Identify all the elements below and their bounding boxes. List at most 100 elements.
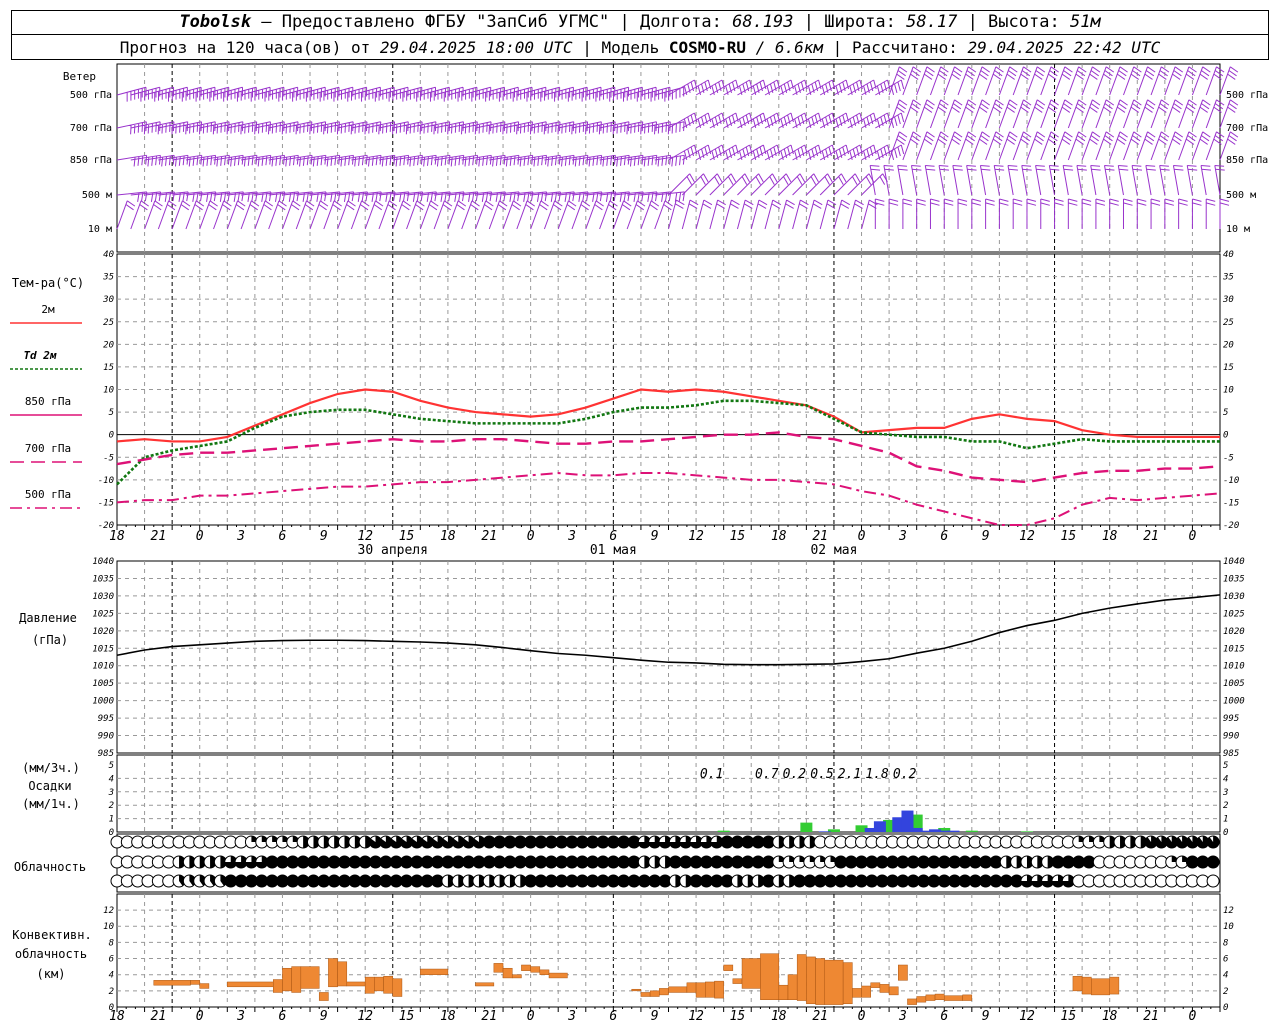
cloud-fill-full [938, 856, 951, 868]
conv-cloud-bar [502, 967, 513, 979]
cloud-fill-part [778, 836, 785, 848]
cloud-cover-symbol [865, 855, 879, 869]
cloud-cover-symbol [482, 835, 496, 849]
y-tick-label-left: 1005 [92, 679, 114, 689]
wind-barb [627, 86, 657, 102]
wind-barbs [116, 66, 1239, 230]
hour-tick-label: 3 [898, 1009, 907, 1024]
cloud-cover-symbol [555, 835, 569, 849]
y-tick-label-right: -10 [1223, 476, 1239, 486]
cloud-fill-full [576, 856, 589, 868]
hour-tick-label: 9 [320, 1009, 328, 1024]
precip-total-label: 0.7 [755, 767, 779, 782]
temp-series-line [116, 399, 1220, 486]
wind-barb [1026, 198, 1037, 229]
hour-tick-label: 0 [527, 1009, 535, 1024]
wind-barb [1123, 66, 1142, 96]
cloud-fill-part [220, 856, 227, 868]
wind-barb [612, 200, 632, 230]
wind-barb [709, 79, 739, 96]
cloud-fill-full [896, 875, 909, 887]
cloud-cover-symbol [617, 855, 631, 869]
wind-barb [640, 121, 671, 135]
y-tick-label-left: 1035 [92, 574, 114, 584]
cloud-cover-symbol [772, 835, 786, 849]
cloud-fill-full [752, 836, 765, 848]
cloud-cover-symbol [937, 855, 951, 869]
hour-tick-label: 6 [279, 1009, 287, 1024]
wind-barb [130, 200, 149, 230]
wind-barb [461, 121, 492, 135]
wind-barb [226, 200, 246, 230]
wind-barb [938, 164, 950, 196]
wind-barb [406, 200, 425, 230]
cloud-cover-symbol [565, 874, 579, 888]
cloud-cover-symbol [1196, 835, 1210, 849]
cloud-fill-part [520, 875, 527, 887]
wind-level-label-left: 850 гПа [70, 155, 112, 166]
wind-barb [875, 112, 905, 129]
wind-barb [1205, 131, 1225, 161]
wind-barb [420, 86, 450, 102]
wind-barb [475, 121, 506, 135]
wind-barb [1095, 66, 1115, 96]
cloud-cover-symbol [989, 874, 1003, 888]
cloud-fill-full [534, 856, 547, 868]
wind-barb [943, 66, 963, 96]
legend-label: 2м [41, 303, 55, 316]
hour-tick-label: 6 [609, 1009, 617, 1024]
wind-barb [833, 112, 863, 129]
cloud-cover-symbol [1144, 835, 1158, 849]
y-tick-label-right: 0 [1223, 828, 1228, 838]
y-tick-label-left: 5 [109, 761, 114, 771]
wind-barb [993, 164, 1005, 196]
wind-level-label-right: 850 гПа [1226, 155, 1268, 166]
conv-title-2: облачность [15, 947, 87, 961]
cloud-cover-symbol [1206, 874, 1220, 888]
wind-barb [447, 86, 478, 102]
alt-value: 51м [1069, 12, 1101, 32]
cloud-cover-symbol [648, 874, 662, 888]
cloud-fill-full [524, 856, 537, 868]
cloud-fill-full [576, 875, 589, 887]
cloud-fill-part [679, 836, 692, 849]
cloud-fill-full [514, 836, 527, 848]
cloud-cover-symbol [213, 855, 227, 869]
cloud-fill-full [979, 856, 992, 868]
cloud-fill-part [700, 836, 713, 849]
wind-barb [185, 121, 216, 135]
cloud-cover-symbol [513, 835, 527, 849]
hour-tick-label: 9 [651, 529, 659, 544]
conv-cloud-bar [861, 985, 871, 998]
cloud-fill-full [235, 875, 248, 887]
cloud-cover-symbol [1196, 855, 1210, 869]
y-tick-label-right: 5 [1223, 761, 1228, 771]
wind-barb [585, 121, 616, 135]
cloud-fill-full [555, 836, 568, 848]
wind-barb [1136, 99, 1156, 129]
cloud-cover-symbol [627, 855, 641, 869]
wind-level-label-left: 500 гПа [70, 90, 112, 101]
conv-cloud-bar [1109, 976, 1120, 995]
cloud-fill-full [1000, 875, 1013, 887]
wind-barb [599, 121, 630, 135]
cloud-fill-full [483, 856, 496, 868]
wind-barb [351, 86, 381, 102]
conv-cloud-bar [227, 981, 274, 988]
cloud-fill-full [369, 856, 382, 868]
cloud-cover-symbol [720, 855, 734, 869]
wind-barb [282, 86, 312, 102]
y-tick-label-right: 1000 [1223, 697, 1245, 707]
cloud-cover-symbol [306, 874, 320, 888]
cloud-fill-full [379, 875, 392, 887]
conv-cloud-bar [934, 993, 945, 1000]
conv-cloud-bar [493, 963, 504, 973]
cloud-cover-symbol [886, 855, 900, 869]
cloud-fill-full [493, 856, 506, 868]
y-tick-label-right: 0 [1223, 431, 1228, 441]
wind-barb [116, 200, 136, 230]
cloud-cover-symbol [317, 874, 331, 888]
wind-barb [489, 191, 520, 202]
wind-barb [557, 200, 577, 230]
wind-barb [695, 173, 723, 196]
